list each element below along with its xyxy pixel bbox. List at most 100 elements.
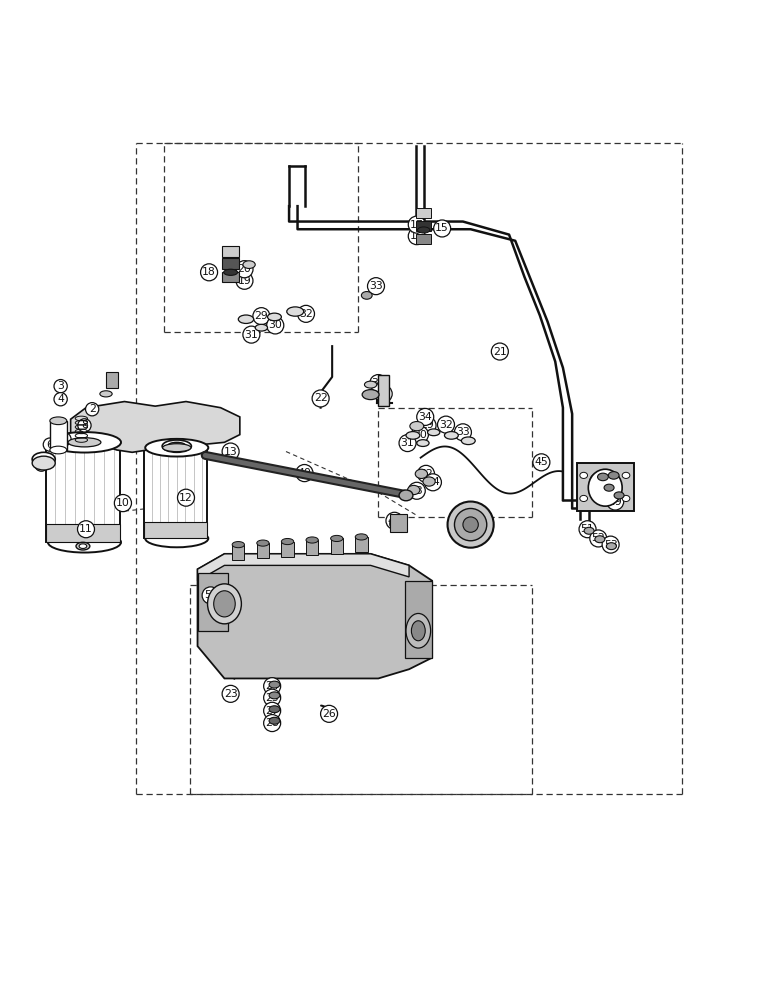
Bar bbox=[50, 421, 66, 450]
Bar bbox=[390, 514, 407, 532]
Ellipse shape bbox=[32, 456, 56, 470]
Text: 31: 31 bbox=[401, 438, 415, 448]
Bar bbox=[46, 442, 120, 542]
Text: 32: 32 bbox=[299, 309, 313, 319]
Ellipse shape bbox=[168, 442, 186, 450]
Text: 26: 26 bbox=[322, 709, 336, 719]
Bar bbox=[222, 272, 239, 282]
Ellipse shape bbox=[224, 269, 238, 275]
Bar bbox=[416, 234, 432, 244]
Ellipse shape bbox=[163, 444, 191, 452]
Text: 7: 7 bbox=[61, 434, 68, 444]
Text: 45: 45 bbox=[534, 457, 548, 467]
Text: 41: 41 bbox=[388, 516, 401, 526]
Text: 25: 25 bbox=[266, 693, 279, 703]
Text: 35: 35 bbox=[377, 389, 391, 399]
Text: 30: 30 bbox=[269, 320, 283, 330]
Ellipse shape bbox=[145, 439, 208, 457]
Text: 27: 27 bbox=[266, 706, 279, 716]
Ellipse shape bbox=[588, 469, 622, 506]
PathPatch shape bbox=[577, 463, 634, 511]
Text: 6: 6 bbox=[46, 440, 53, 450]
PathPatch shape bbox=[70, 402, 240, 452]
Text: 30: 30 bbox=[413, 430, 427, 440]
Ellipse shape bbox=[417, 440, 429, 446]
Ellipse shape bbox=[100, 391, 112, 397]
Text: 12: 12 bbox=[179, 493, 193, 503]
Text: 8: 8 bbox=[81, 420, 88, 430]
Ellipse shape bbox=[76, 542, 90, 550]
Ellipse shape bbox=[243, 261, 256, 268]
Text: 48: 48 bbox=[591, 477, 605, 487]
Text: 44: 44 bbox=[426, 477, 440, 487]
Text: 16: 16 bbox=[410, 231, 424, 241]
PathPatch shape bbox=[198, 554, 409, 581]
Text: 29: 29 bbox=[421, 420, 435, 430]
Text: 4: 4 bbox=[57, 394, 64, 404]
Text: 32: 32 bbox=[439, 420, 453, 430]
Bar bbox=[222, 258, 239, 269]
Ellipse shape bbox=[463, 517, 479, 532]
Text: 53: 53 bbox=[604, 540, 618, 550]
Ellipse shape bbox=[145, 530, 208, 547]
Ellipse shape bbox=[214, 591, 235, 617]
Bar bbox=[144, 522, 207, 538]
Bar bbox=[232, 545, 245, 560]
Ellipse shape bbox=[622, 495, 630, 502]
Ellipse shape bbox=[411, 621, 425, 641]
Text: 31: 31 bbox=[245, 330, 259, 340]
Ellipse shape bbox=[79, 544, 86, 548]
Ellipse shape bbox=[399, 490, 413, 501]
Ellipse shape bbox=[286, 307, 303, 316]
Ellipse shape bbox=[606, 543, 616, 550]
Text: 10: 10 bbox=[116, 498, 130, 508]
Ellipse shape bbox=[48, 532, 121, 553]
Ellipse shape bbox=[269, 692, 279, 699]
Ellipse shape bbox=[269, 717, 279, 724]
Ellipse shape bbox=[595, 536, 604, 543]
Ellipse shape bbox=[364, 381, 377, 388]
Ellipse shape bbox=[232, 542, 245, 548]
Text: 46: 46 bbox=[601, 477, 615, 487]
Ellipse shape bbox=[208, 584, 242, 624]
Ellipse shape bbox=[361, 292, 372, 299]
Ellipse shape bbox=[448, 502, 493, 548]
Ellipse shape bbox=[48, 432, 121, 453]
Ellipse shape bbox=[256, 324, 268, 331]
Ellipse shape bbox=[608, 472, 619, 479]
Text: 24: 24 bbox=[266, 681, 279, 691]
Ellipse shape bbox=[410, 422, 424, 431]
Bar bbox=[257, 543, 269, 558]
Ellipse shape bbox=[257, 540, 269, 546]
Bar bbox=[222, 246, 239, 257]
Text: 49: 49 bbox=[608, 497, 622, 507]
Ellipse shape bbox=[614, 492, 624, 499]
Text: 19: 19 bbox=[238, 276, 252, 286]
Ellipse shape bbox=[428, 429, 440, 436]
Ellipse shape bbox=[408, 485, 420, 495]
Text: 5: 5 bbox=[38, 460, 45, 470]
Text: 22: 22 bbox=[313, 393, 327, 403]
Bar bbox=[46, 524, 120, 542]
Ellipse shape bbox=[268, 313, 281, 321]
Bar bbox=[355, 537, 367, 552]
Ellipse shape bbox=[584, 527, 594, 534]
Ellipse shape bbox=[622, 472, 630, 478]
Ellipse shape bbox=[239, 315, 254, 323]
Ellipse shape bbox=[50, 417, 66, 425]
Ellipse shape bbox=[455, 508, 487, 541]
Text: 43: 43 bbox=[410, 486, 424, 496]
Ellipse shape bbox=[445, 432, 459, 439]
Text: 21: 21 bbox=[493, 347, 506, 357]
Ellipse shape bbox=[362, 390, 379, 400]
Ellipse shape bbox=[162, 440, 191, 452]
Ellipse shape bbox=[406, 613, 431, 648]
FancyArrowPatch shape bbox=[321, 706, 330, 711]
Ellipse shape bbox=[598, 473, 608, 481]
Ellipse shape bbox=[330, 535, 343, 542]
Text: 2: 2 bbox=[89, 404, 96, 414]
Bar bbox=[144, 448, 207, 538]
Text: 28: 28 bbox=[266, 718, 279, 728]
Ellipse shape bbox=[580, 472, 587, 478]
Text: 33: 33 bbox=[456, 427, 470, 437]
